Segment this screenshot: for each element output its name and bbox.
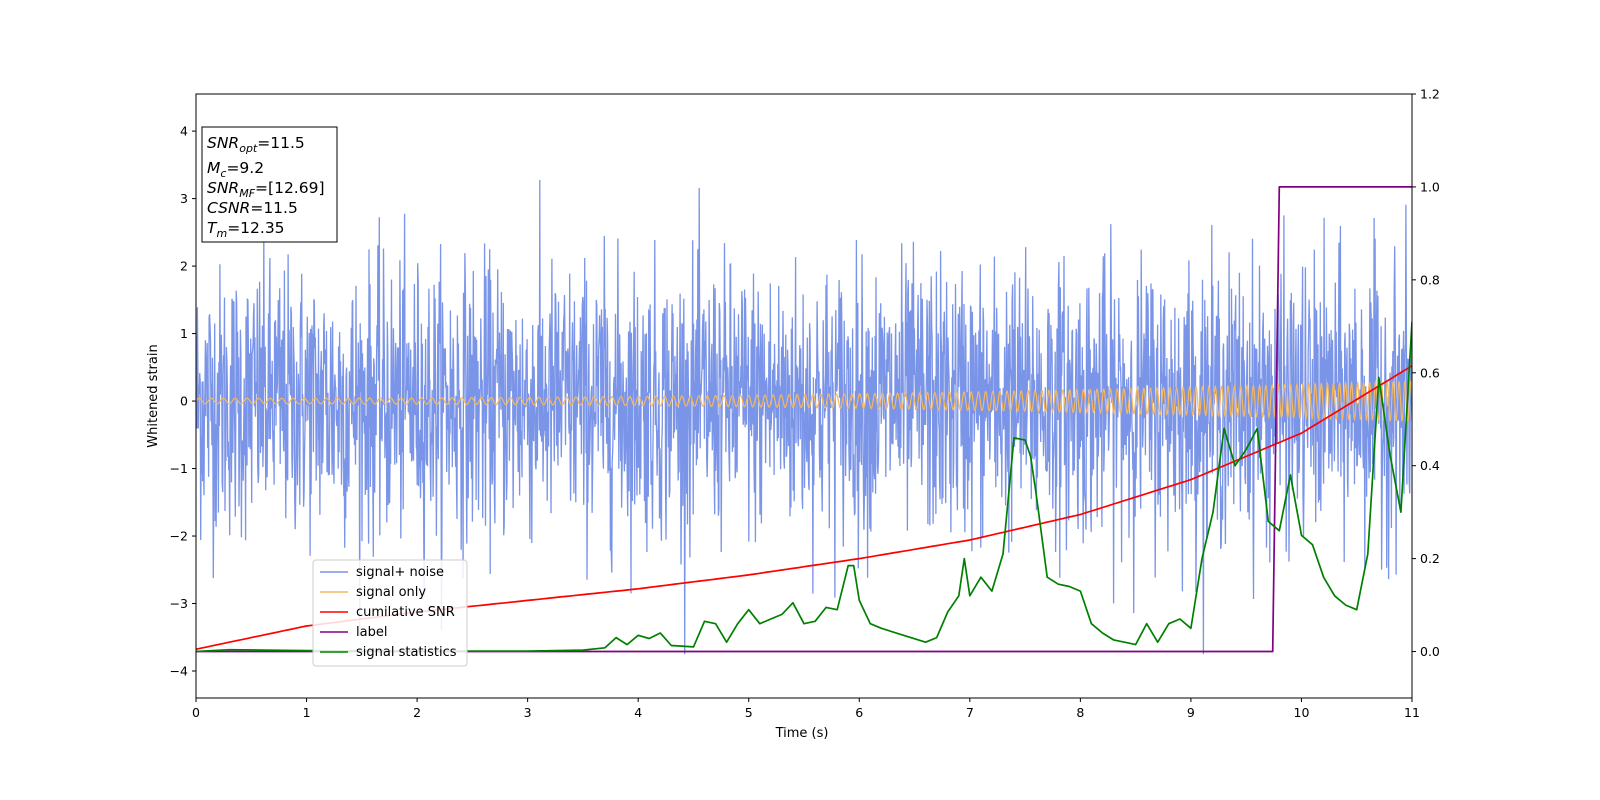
x-tick-label: 6 [855,705,863,720]
x-tick-label: 9 [1187,705,1195,720]
y2-tick-label: 1.2 [1420,87,1440,102]
plot-frame [195,93,1413,699]
x-tick-label: 4 [634,705,642,720]
y-tick-label: −2 [170,529,188,544]
x-tick-label: 2 [413,705,421,720]
info-box: SNRopt=11.5 Mc=9.2 SNRMF=[12.69] CSNR=11… [201,126,338,243]
info-mc: Mc=9.2 [207,159,264,180]
x-tick-label: 11 [1404,705,1420,720]
x-tick-label: 0 [192,705,200,720]
legend: signal+ noise signal only cumilative SNR… [312,559,468,667]
legend-label-signal-statistics: signal statistics [356,645,457,660]
y2-tick-label: 0.8 [1420,272,1440,287]
y2-tick-label: 0.4 [1420,458,1440,473]
x-tick-label: 3 [524,705,532,720]
x-tick-label: 5 [745,705,753,720]
series-signal-only [196,379,1412,423]
legend-label-cumulative-snr: cumilative SNR [356,605,455,620]
y-tick-label: 4 [180,124,188,139]
x-tick-label: 7 [966,705,974,720]
info-snr-opt: SNRopt=11.5 [207,134,305,155]
y-axis-label: Whitened strain [146,344,161,447]
x-tick-label: 10 [1294,705,1310,720]
y2-tick-label: 0.0 [1420,644,1440,659]
y-tick-label: 0 [180,394,188,409]
y-tick-label: 3 [180,191,188,206]
legend-label-signal-only: signal only [356,585,426,600]
legend-label-label: label [356,625,387,640]
info-tm: Tm=12.35 [207,219,285,240]
legend-label-signal-noise: signal+ noise [356,565,444,580]
info-snr-mf: SNRMF=[12.69] [207,179,325,200]
y2-tick-label: 0.6 [1420,365,1440,380]
x-tick-label: 1 [303,705,311,720]
x-axis-label: Time (s) [775,726,829,741]
y2-tick-label: 0.2 [1420,551,1440,566]
y-tick-label: 2 [180,259,188,274]
y2-tick-label: 1.0 [1420,179,1440,194]
ticks-layer: 0 1 2 3 4 5 6 7 8 9 10 11 −4 −3 −2 −1 0 1 2 3 4 0.0 0.2 0.4 0.6 0… [170,87,1440,721]
series-signal-noise [196,179,1412,655]
y-tick-label: −3 [170,596,188,611]
y-tick-label: 1 [180,326,188,341]
x-tick-label: 8 [1076,705,1084,720]
y-tick-label: −1 [170,461,188,476]
series-signal-statistics [196,321,1412,653]
y-tick-label: −4 [170,664,188,679]
series-label [196,186,1412,653]
info-csnr: CSNR=11.5 [207,199,298,217]
